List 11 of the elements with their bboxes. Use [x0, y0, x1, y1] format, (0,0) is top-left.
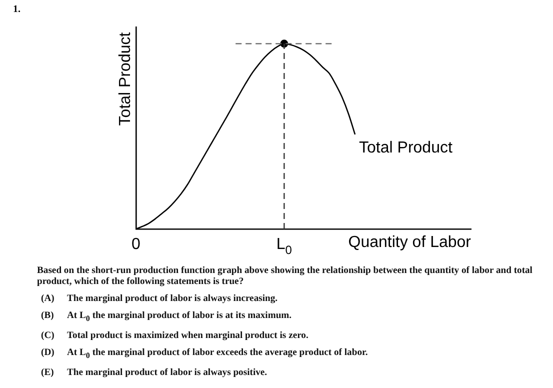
- text: (E) The marginal product of labor is always positive.: [41, 366, 268, 378]
- text: (C) Total product is maximized when marginal product is zero.: [41, 330, 308, 341]
- text: (D) At L$_{0}$ the marginal product of labor exceeds the average product of labor.: [41, 346, 368, 360]
- text: (B) At L$_{0}$ the marginal product of labor is at its maximum.: [41, 310, 292, 323]
- series-label: Total Product: [359, 139, 453, 156]
- text: 1.: [13, 4, 20, 15]
- text: (A) The marginal product of labor is always increasing.: [41, 293, 278, 304]
- x-tick-label: 0: [132, 236, 141, 253]
- y-axis-title: Total Product: [117, 32, 134, 126]
- x-axis-title: Quantity of Labor: [348, 234, 472, 251]
- text: Based on the short-run production function graph above showing the relationship between the quantity of labor and total product, which of the following statements is true?: [37, 265, 534, 287]
